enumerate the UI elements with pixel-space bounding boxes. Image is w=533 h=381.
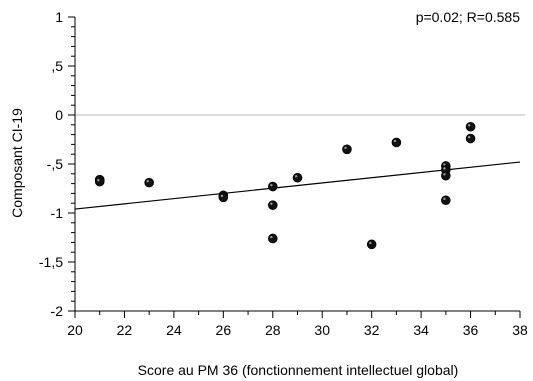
- data-point: [465, 133, 476, 144]
- x-tick-label: 38: [512, 322, 528, 338]
- data-point-highlight: [467, 135, 471, 139]
- data-point: [267, 233, 278, 244]
- tick-labels: 1 ,5 0 -,5 -1 -1,5 -220 22 24 26 28 30 32 34 36 38: [39, 9, 528, 338]
- chart-annotation: p=0.02; R=0.585: [416, 9, 521, 25]
- data-point: [441, 195, 451, 206]
- data-point-highlight: [294, 175, 298, 178]
- x-tick-label: 24: [166, 322, 182, 338]
- y-tick-label: 0: [55, 107, 63, 123]
- x-tick-label: 28: [265, 322, 281, 338]
- data-point-highlight: [270, 183, 273, 187]
- data-point-highlight: [97, 179, 100, 182]
- y-tick-label: -1,5: [39, 254, 63, 270]
- data-point: [267, 200, 278, 210]
- tick-marks: [68, 16, 521, 318]
- x-axis-title: Score au PM 36 (fonctionnement intellect…: [138, 362, 459, 378]
- x-tick-label: 20: [67, 322, 83, 338]
- data-point-marker: [441, 195, 451, 206]
- data-point-marker: [441, 170, 451, 181]
- data-point-highlight: [393, 139, 397, 143]
- x-tick-label: 36: [463, 322, 479, 338]
- x-tick-label: 26: [216, 322, 232, 338]
- data-point-highlight: [270, 235, 273, 239]
- data-point: [292, 172, 303, 183]
- axes: [74, 17, 520, 312]
- data-point-marker: [292, 172, 303, 183]
- data-point-highlight: [146, 180, 149, 183]
- data-point-marker: [366, 239, 377, 250]
- data-point: [342, 144, 352, 155]
- data-point: [441, 170, 451, 181]
- y-tick-label: -2: [51, 303, 64, 319]
- y-tick-label: -,5: [47, 156, 64, 172]
- data-point-marker: [218, 192, 229, 203]
- x-tick-label: 30: [314, 322, 330, 338]
- y-axis-title: Composant CI-19: [9, 108, 25, 218]
- regression-line: [74, 161, 521, 210]
- data-point-marker: [267, 200, 278, 210]
- x-tick-label: 22: [117, 322, 133, 338]
- x-tick-label: 34: [413, 322, 429, 338]
- data-point-highlight: [467, 124, 471, 127]
- data-point-highlight: [270, 202, 273, 205]
- data-point-marker: [342, 144, 352, 155]
- y-tick-label: 1: [55, 9, 63, 25]
- data-point: [366, 239, 377, 250]
- data-point-highlight: [443, 173, 446, 176]
- data-point-highlight: [369, 241, 372, 245]
- data-point: [465, 121, 476, 132]
- data-point-marker: [267, 233, 278, 244]
- data-point-highlight: [443, 197, 446, 201]
- data-point-marker: [144, 177, 154, 188]
- data-point: [144, 177, 154, 188]
- data-point: [94, 176, 105, 187]
- data-point: [391, 137, 402, 148]
- data-point-marker: [94, 176, 105, 187]
- regression-layer: [74, 161, 521, 210]
- data-point-highlight: [443, 167, 446, 170]
- data-point: [267, 181, 278, 192]
- data-point-marker: [267, 181, 278, 192]
- data-points: [94, 121, 476, 250]
- data-point: [218, 192, 229, 203]
- data-point-highlight: [220, 194, 224, 198]
- y-tick-label: ,5: [51, 58, 63, 74]
- data-point-marker: [465, 121, 476, 132]
- data-point-marker: [465, 133, 476, 144]
- data-point-highlight: [344, 146, 347, 150]
- data-point-marker: [391, 137, 402, 148]
- y-tick-label: -1: [51, 205, 64, 221]
- x-tick-label: 32: [364, 322, 380, 338]
